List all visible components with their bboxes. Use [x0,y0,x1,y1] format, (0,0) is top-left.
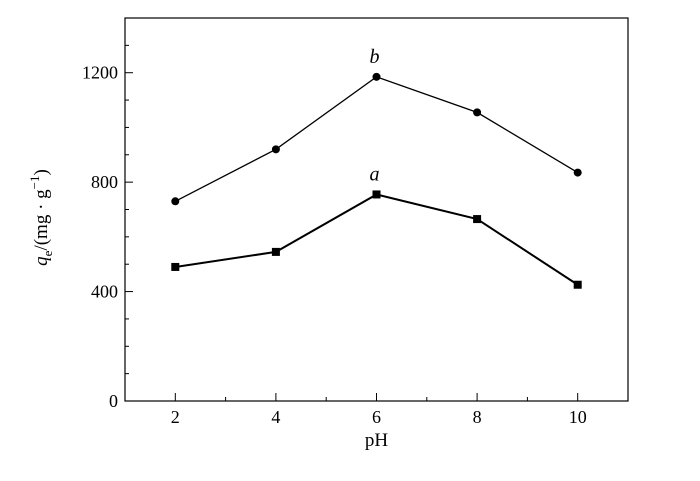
y-tick-label: 400 [91,282,118,302]
y-axis-unit-close: ) [31,169,52,175]
series-layer: ba [171,46,582,289]
x-tick-label: 10 [569,407,587,427]
axes: 2 4 6 8 10 0 400 800 1200 [82,17,629,427]
data-point [573,280,582,289]
data-point [171,262,180,271]
series-tag-label: b [370,46,380,68]
y-axis-unit: /(mg · g [31,189,52,251]
x-tick-label: 2 [171,407,180,427]
x-tick-label: 4 [271,407,280,427]
y-axis-var: q [31,256,52,266]
x-tick-label: 8 [473,407,482,427]
data-point [372,190,381,199]
series-a: a [171,163,582,289]
series-tag-label: a [370,163,380,185]
data-point [372,72,381,81]
x-axis-title: pH [365,430,389,451]
y-tick-label: 1200 [82,63,118,83]
data-point [171,197,180,206]
y-tick-label: 800 [91,172,118,192]
data-point [573,168,582,177]
series-b: b [171,46,582,206]
data-point [473,215,482,224]
y-tick-label: 0 [109,391,118,411]
data-point [271,247,280,256]
y-axis-subscript: e [40,250,55,256]
series-line-a [175,193,579,286]
y-axis-title: qe/(mg · g−1) [27,169,55,266]
data-point [271,145,280,154]
y-axis-superscript: −1 [27,175,42,189]
data-point [473,108,482,117]
x-tick-label: 6 [372,407,381,427]
